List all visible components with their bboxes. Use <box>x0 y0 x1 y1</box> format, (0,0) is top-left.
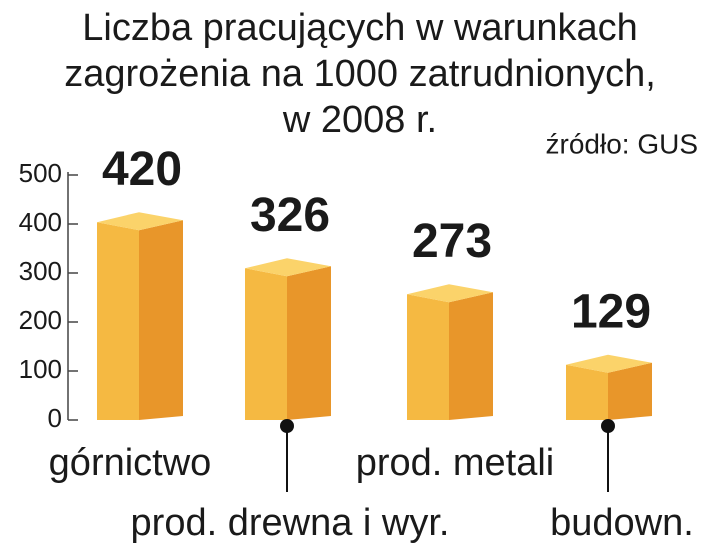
y-tick-label: 0 <box>48 403 62 433</box>
y-tick-label: 400 <box>19 207 62 237</box>
bar-front <box>245 268 287 420</box>
bar-side <box>287 266 331 420</box>
chart-title: zagrożenia na 1000 zatrudnionych, <box>64 53 656 95</box>
x-tick-label: budown. <box>550 502 694 544</box>
x-tick-label: prod. drewna i wyr. <box>131 502 450 544</box>
bar-top <box>407 284 493 303</box>
bar-side <box>608 362 652 420</box>
bar-side <box>449 292 493 420</box>
bar-top <box>245 258 331 277</box>
value-label: 326 <box>250 189 330 242</box>
chart-title: w 2008 r. <box>282 99 437 141</box>
y-tick-label: 200 <box>19 305 62 335</box>
y-tick-label: 300 <box>19 256 62 286</box>
connector-dot <box>601 419 615 433</box>
bar-front <box>566 364 608 420</box>
connector-dot <box>280 419 294 433</box>
bar-front <box>97 222 139 420</box>
bar-top <box>566 354 652 373</box>
x-tick-label: górnictwo <box>49 442 212 484</box>
value-label: 273 <box>412 215 492 268</box>
x-tick-label: prod. metali <box>356 442 555 484</box>
bar-front <box>407 294 449 420</box>
value-label: 129 <box>571 285 651 338</box>
y-tick-label: 100 <box>19 354 62 384</box>
bar-top <box>97 212 183 231</box>
source: źródło: GUS <box>546 128 699 159</box>
bar-side <box>139 220 183 420</box>
value-label: 420 <box>102 143 182 196</box>
chart-title: Liczba pracujących w warunkach <box>82 7 638 49</box>
y-tick-label: 500 <box>19 158 62 188</box>
